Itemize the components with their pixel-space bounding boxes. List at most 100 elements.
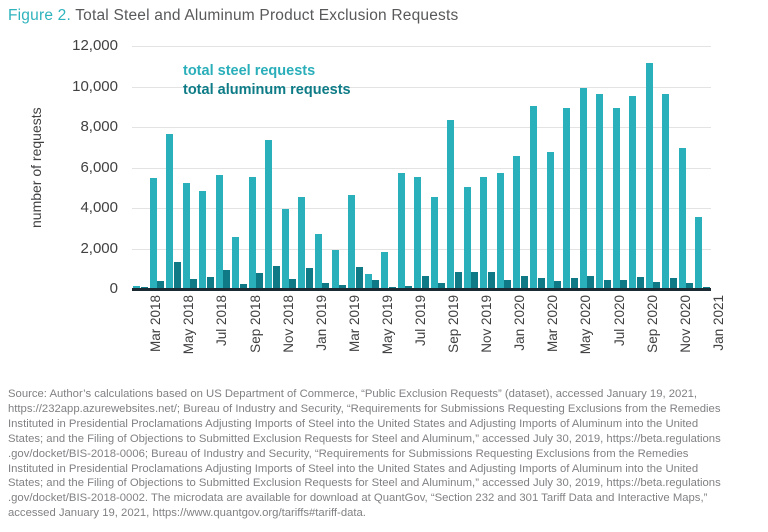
aluminum-bar-Jan-2020	[504, 279, 512, 288]
steel-bar-Jan-2021	[695, 217, 703, 288]
steel-bar-Feb-2019	[314, 234, 322, 288]
x-tick-label-Jan-2020: Jan 2020	[512, 295, 528, 351]
steel-bar-Mar-2019	[331, 249, 339, 288]
steel-bar-Dec-2020	[678, 148, 686, 288]
aluminum-bar-Feb-2020	[520, 275, 528, 288]
x-tick-label-Nov-2019: Nov 2019	[479, 295, 495, 353]
steel-bar-Oct-2019	[447, 119, 455, 288]
steel-bar-Mar-2020	[530, 105, 538, 288]
steel-bar-May-2019	[364, 273, 372, 288]
aluminum-bar-Jan-2021	[702, 287, 710, 288]
source-line-3: Instituted in Presidential Proclamations…	[8, 417, 699, 430]
source-line-1: Source: Author’s calculations based on U…	[8, 388, 698, 400]
x-tick-label-Mar-2019: Mar 2019	[346, 295, 362, 353]
x-tick-label-Jul-2018: Jul 2018	[214, 295, 230, 347]
steel-bar-Jun-2020	[579, 87, 587, 288]
y-tick-label-10000: 10,000	[72, 77, 118, 95]
aluminum-bar-Jan-2019	[305, 267, 313, 288]
steel-bar-Apr-2018	[149, 177, 157, 288]
aluminum-bar-Jun-2019	[388, 287, 396, 288]
source-line-4: States; and the Filing of Objections to …	[8, 432, 721, 445]
steel-bar-Nov-2019	[463, 186, 471, 288]
steel-bar-Nov-2020	[662, 93, 670, 288]
steel-bar-Oct-2018	[248, 176, 256, 288]
x-tick-label-Mar-2020: Mar 2020	[545, 295, 561, 353]
steel-bar-Dec-2018	[281, 209, 289, 288]
x-tick-label-Sep-2020: Sep 2020	[644, 295, 660, 353]
steel-bar-Jan-2020	[496, 172, 504, 288]
steel-bar-Aug-2018	[215, 174, 223, 288]
steel-bar-Jul-2019	[397, 172, 405, 288]
source-line-9: accessed January 19, 2021, https://www.q…	[8, 507, 366, 520]
x-tick-label-Jan-2019: Jan 2019	[313, 295, 329, 351]
aluminum-bar-Mar-2018	[140, 287, 148, 288]
x-tick-label-Jul-2020: Jul 2020	[611, 295, 627, 347]
steel-bar-Apr-2020	[546, 152, 554, 288]
y-tick-label-0: 0	[109, 280, 118, 297]
aluminum-bar-Oct-2020	[653, 281, 661, 288]
figure-number-label: Figure 2.	[8, 7, 71, 24]
chart-legend: total steel requests total aluminum requ…	[183, 62, 351, 100]
aluminum-bar-Jul-2020	[603, 279, 611, 288]
aluminum-bar-Sep-2020	[636, 276, 644, 288]
aluminum-bar-Jul-2019	[405, 285, 413, 288]
aluminum-bar-Mar-2019	[339, 284, 346, 288]
source-line-5: .gov/docket/BIS-2018-0006; Bureau of Ind…	[8, 447, 689, 460]
source-line-2: https://232app.azurewebsites.net/; Burea…	[8, 402, 721, 415]
gridline-4000	[132, 208, 711, 209]
gridline-6000	[132, 167, 711, 169]
aluminum-bar-Aug-2018	[223, 269, 231, 288]
aluminum-bar-Jun-2020	[587, 275, 595, 288]
aluminum-bar-Aug-2020	[620, 279, 628, 288]
aluminum-bar-Nov-2018	[272, 265, 280, 288]
gridline-8000	[132, 127, 711, 128]
x-tick-label-May-2020: May 2020	[578, 295, 594, 355]
aluminum-bar-Sep-2019	[438, 282, 446, 288]
x-tick-label-Nov-2018: Nov 2018	[280, 295, 296, 353]
steel-bar-Dec-2019	[480, 176, 488, 288]
steel-bar-May-2020	[563, 107, 571, 288]
aluminum-bar-Nov-2019	[471, 271, 479, 288]
aluminum-bar-Oct-2018	[256, 272, 264, 288]
steel-bar-Oct-2020	[645, 63, 653, 288]
legend-item-steel: total steel requests	[183, 63, 316, 79]
aluminum-bar-Aug-2019	[421, 275, 429, 288]
gridline-10000	[132, 86, 711, 88]
y-tick-label-2000: 2,000	[80, 239, 118, 257]
x-tick-label-Jan-2021: Jan 2021	[710, 295, 726, 351]
aluminum-bar-Dec-2019	[487, 271, 495, 288]
y-tick-label-4000: 4,000	[80, 199, 118, 216]
x-tick-label-Sep-2019: Sep 2019	[446, 295, 462, 353]
gridline-2000	[132, 248, 711, 250]
steel-bar-Aug-2020	[612, 107, 620, 288]
aluminum-bar-Mar-2020	[537, 277, 545, 288]
aluminum-bar-Apr-2019	[355, 266, 363, 288]
x-axis-line	[132, 288, 711, 291]
steel-bar-Sep-2019	[430, 196, 438, 288]
aluminum-bar-Feb-2019	[322, 282, 330, 288]
aluminum-bar-Dec-2020	[686, 282, 694, 288]
source-note: Source: Author’s calculations based on U…	[8, 387, 764, 521]
gridline-12000	[132, 46, 711, 47]
y-tick-label-8000: 8,000	[80, 118, 118, 135]
aluminum-bar-Oct-2019	[454, 271, 462, 288]
aluminum-bar-Jun-2018	[190, 278, 198, 288]
aluminum-bar-Apr-2020	[554, 280, 562, 288]
steel-bar-Nov-2018	[265, 140, 273, 288]
steel-bar-Sep-2020	[629, 95, 637, 288]
x-tick-label-Nov-2020: Nov 2020	[677, 295, 693, 353]
y-tick-label-6000: 6,000	[80, 158, 118, 176]
aluminum-bar-Dec-2018	[289, 278, 297, 288]
steel-bar-Feb-2020	[513, 156, 521, 288]
legend-item-aluminum: total aluminum requests	[183, 82, 351, 98]
steel-bar-Aug-2019	[414, 176, 422, 288]
figure-title-text: Total Steel and Aluminum Product Exclusi…	[70, 7, 459, 24]
x-tick-label-May-2018: May 2018	[181, 295, 197, 355]
y-tick-label-12000: 12,000	[72, 37, 118, 54]
steel-bar-Jan-2019	[298, 196, 306, 288]
steel-bar-Apr-2019	[348, 194, 356, 288]
plot-area	[132, 46, 711, 291]
x-tick-label-Jul-2019: Jul 2019	[412, 295, 428, 347]
aluminum-bar-May-2018	[173, 261, 181, 288]
